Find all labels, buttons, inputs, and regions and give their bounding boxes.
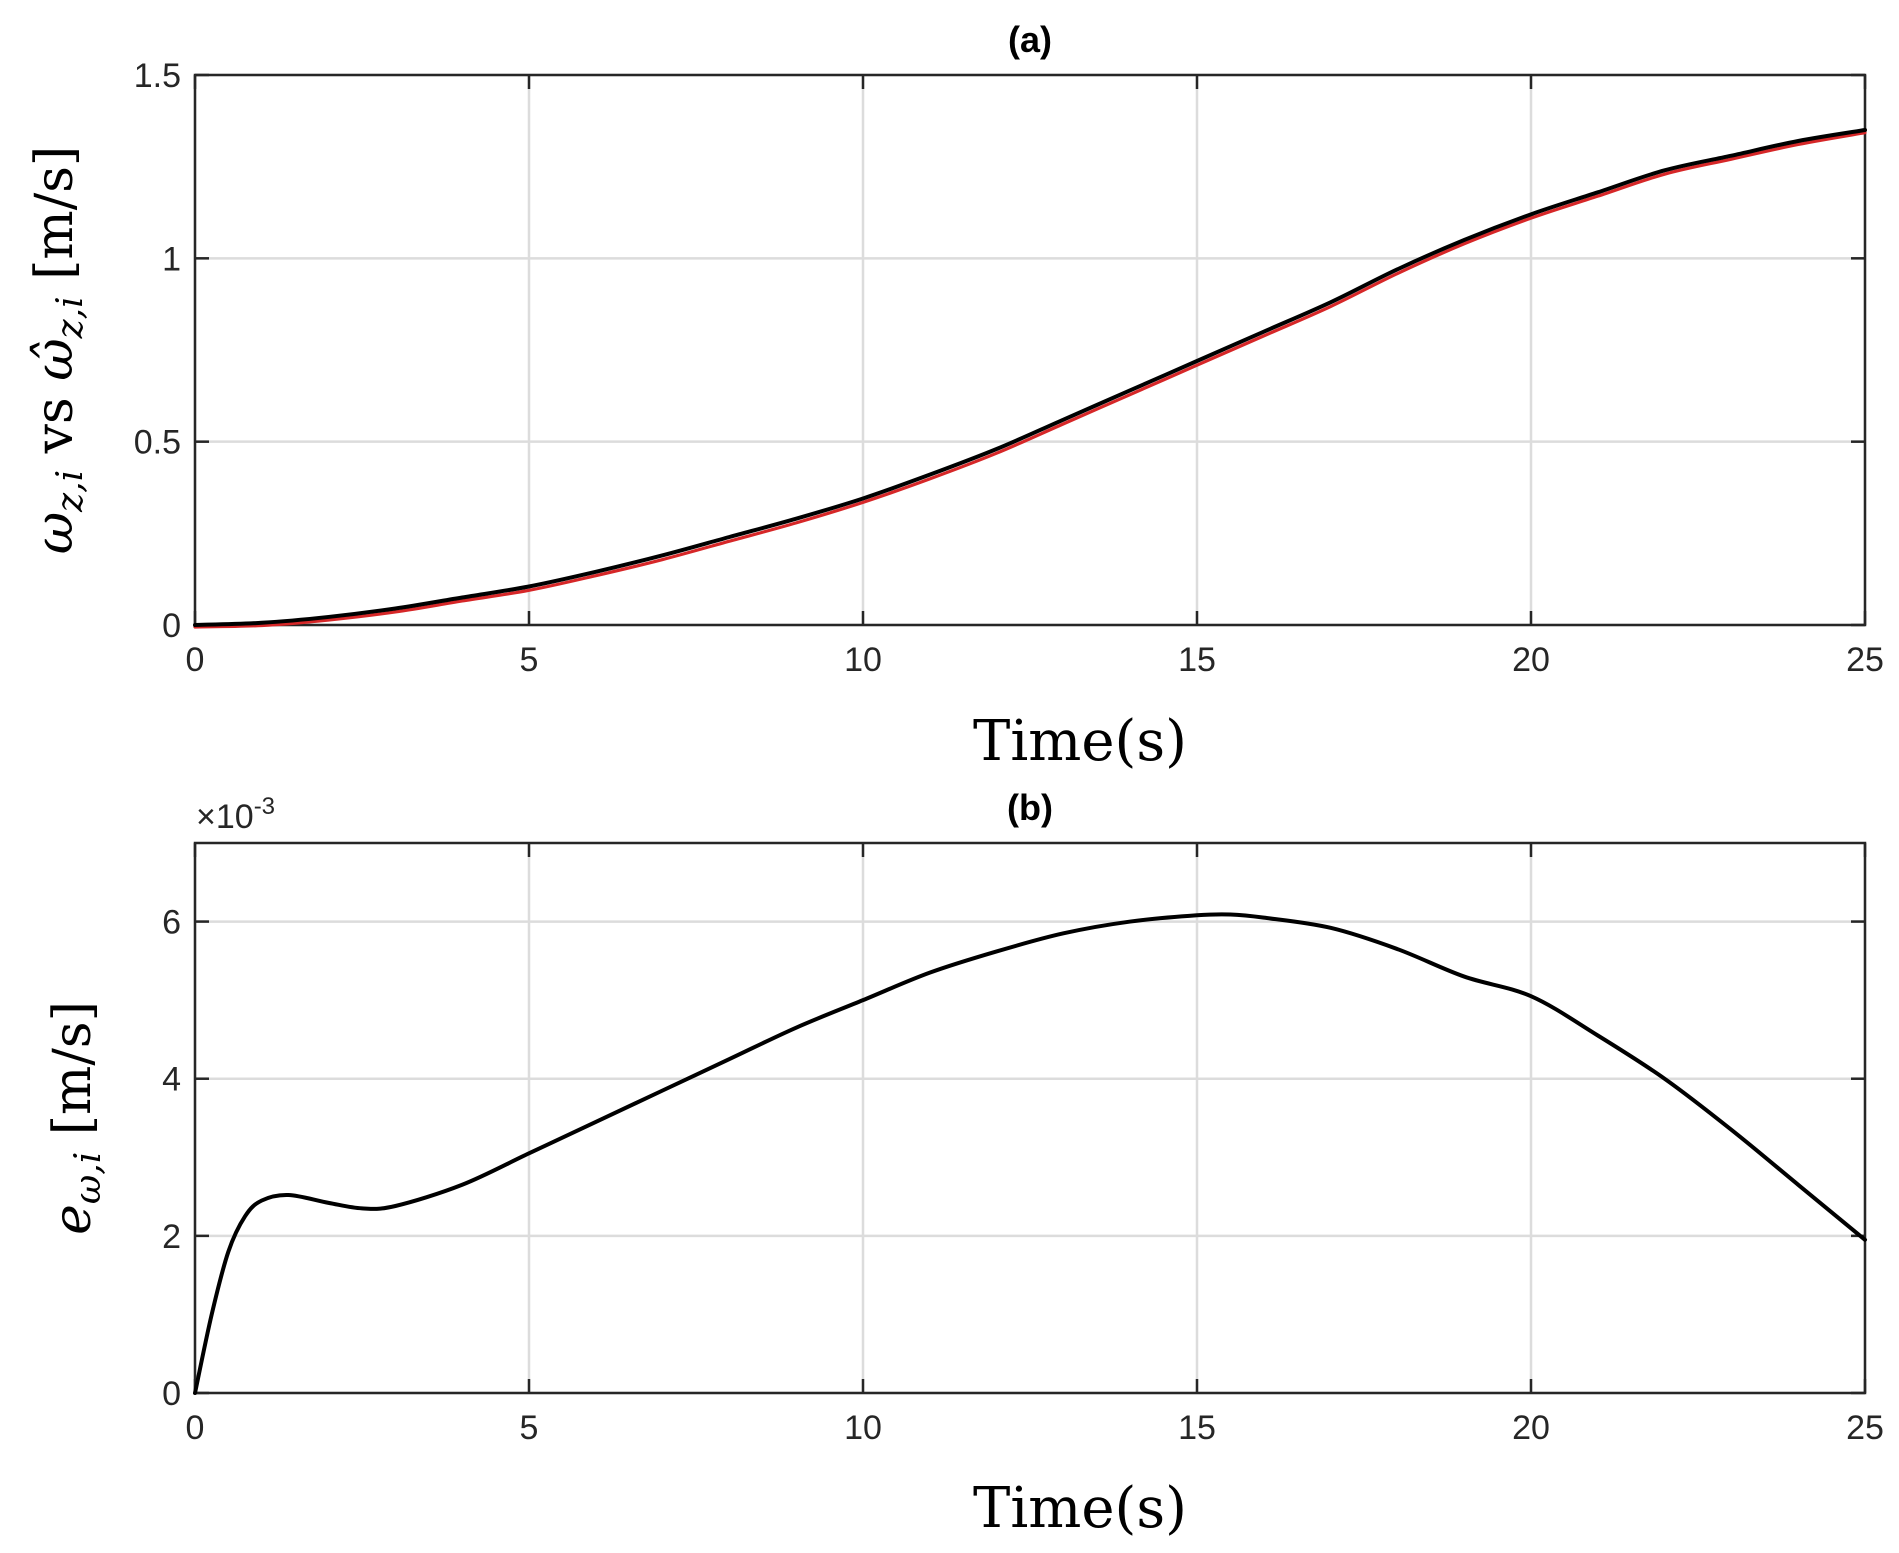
x-tick-label: 10 — [844, 641, 882, 679]
y-label-a-symbol2: ω̂ — [25, 338, 85, 380]
y-tick-label: 1.5 — [134, 57, 181, 95]
series-line-black — [193, 912, 1867, 1395]
y-label-b-unit: [m/s] — [43, 1001, 103, 1152]
x-tick-label: 0 — [186, 641, 205, 679]
x-tick-label: 20 — [1512, 641, 1550, 679]
y-label-a-unit: [m/s] — [25, 146, 85, 297]
y-axis-exponent-b: ×10-3 — [196, 793, 275, 836]
y-label-a-symbol1: ω — [25, 512, 85, 554]
axes-box-b — [193, 841, 1867, 1395]
x-tick-label: 10 — [844, 1409, 882, 1447]
y-tick-label: 0 — [162, 607, 181, 645]
panel-b: 0 5 10 15 20 25 0 2 4 6 (b) ×10-3 Time(s) eω,i [m… — [43, 787, 1884, 1541]
y-tick-label: 0.5 — [134, 424, 181, 462]
axes-box-a — [193, 73, 1867, 627]
y-tick-label: 2 — [162, 1218, 181, 1256]
y-label-a-sub1: z,i — [50, 470, 91, 513]
x-tick-label: 25 — [1846, 1409, 1884, 1447]
y-tick-label: 1 — [162, 240, 181, 278]
y-label-b-symbol: e — [43, 1204, 103, 1235]
y-tick-label: 6 — [162, 904, 181, 942]
x-tick-label: 5 — [520, 641, 539, 679]
x-tick-label: 20 — [1512, 1409, 1550, 1447]
ticks-a: 0 5 10 15 20 25 0 0.5 1 1.5 — [134, 57, 1884, 679]
y-tick-label: 4 — [162, 1061, 181, 1099]
exponent-base: ×10 — [196, 798, 254, 836]
x-tick-label: 0 — [186, 1409, 205, 1447]
chart-title-b: (b) — [1007, 787, 1053, 828]
y-tick-label: 0 — [162, 1375, 181, 1413]
y-axis-label-a: ωz,i vs ω̂z,i [m/s] — [25, 146, 91, 554]
x-tick-label: 5 — [520, 1409, 539, 1447]
exponent-power: -3 — [254, 793, 275, 820]
y-axis-label-b: eω,i [m/s] — [43, 1001, 109, 1235]
x-tick-label: 15 — [1178, 641, 1216, 679]
x-axis-label-b: Time(s) — [973, 1476, 1187, 1541]
ticks-b: 0 5 10 15 20 25 0 2 4 6 — [162, 843, 1884, 1447]
y-label-a-sub2: z,i — [50, 296, 91, 339]
y-label-a-mid: vs — [25, 381, 85, 470]
x-axis-label-a: Time(s) — [973, 709, 1187, 774]
chart-title-a: (a) — [1008, 19, 1052, 60]
x-tick-label: 25 — [1846, 641, 1884, 679]
series-line-red — [193, 131, 1867, 629]
x-tick-label: 15 — [1178, 1409, 1216, 1447]
y-label-b-sub: ω,i — [68, 1152, 109, 1204]
series-line-black — [193, 128, 1867, 627]
series-group-a — [193, 128, 1867, 629]
series-group-b — [193, 912, 1867, 1395]
